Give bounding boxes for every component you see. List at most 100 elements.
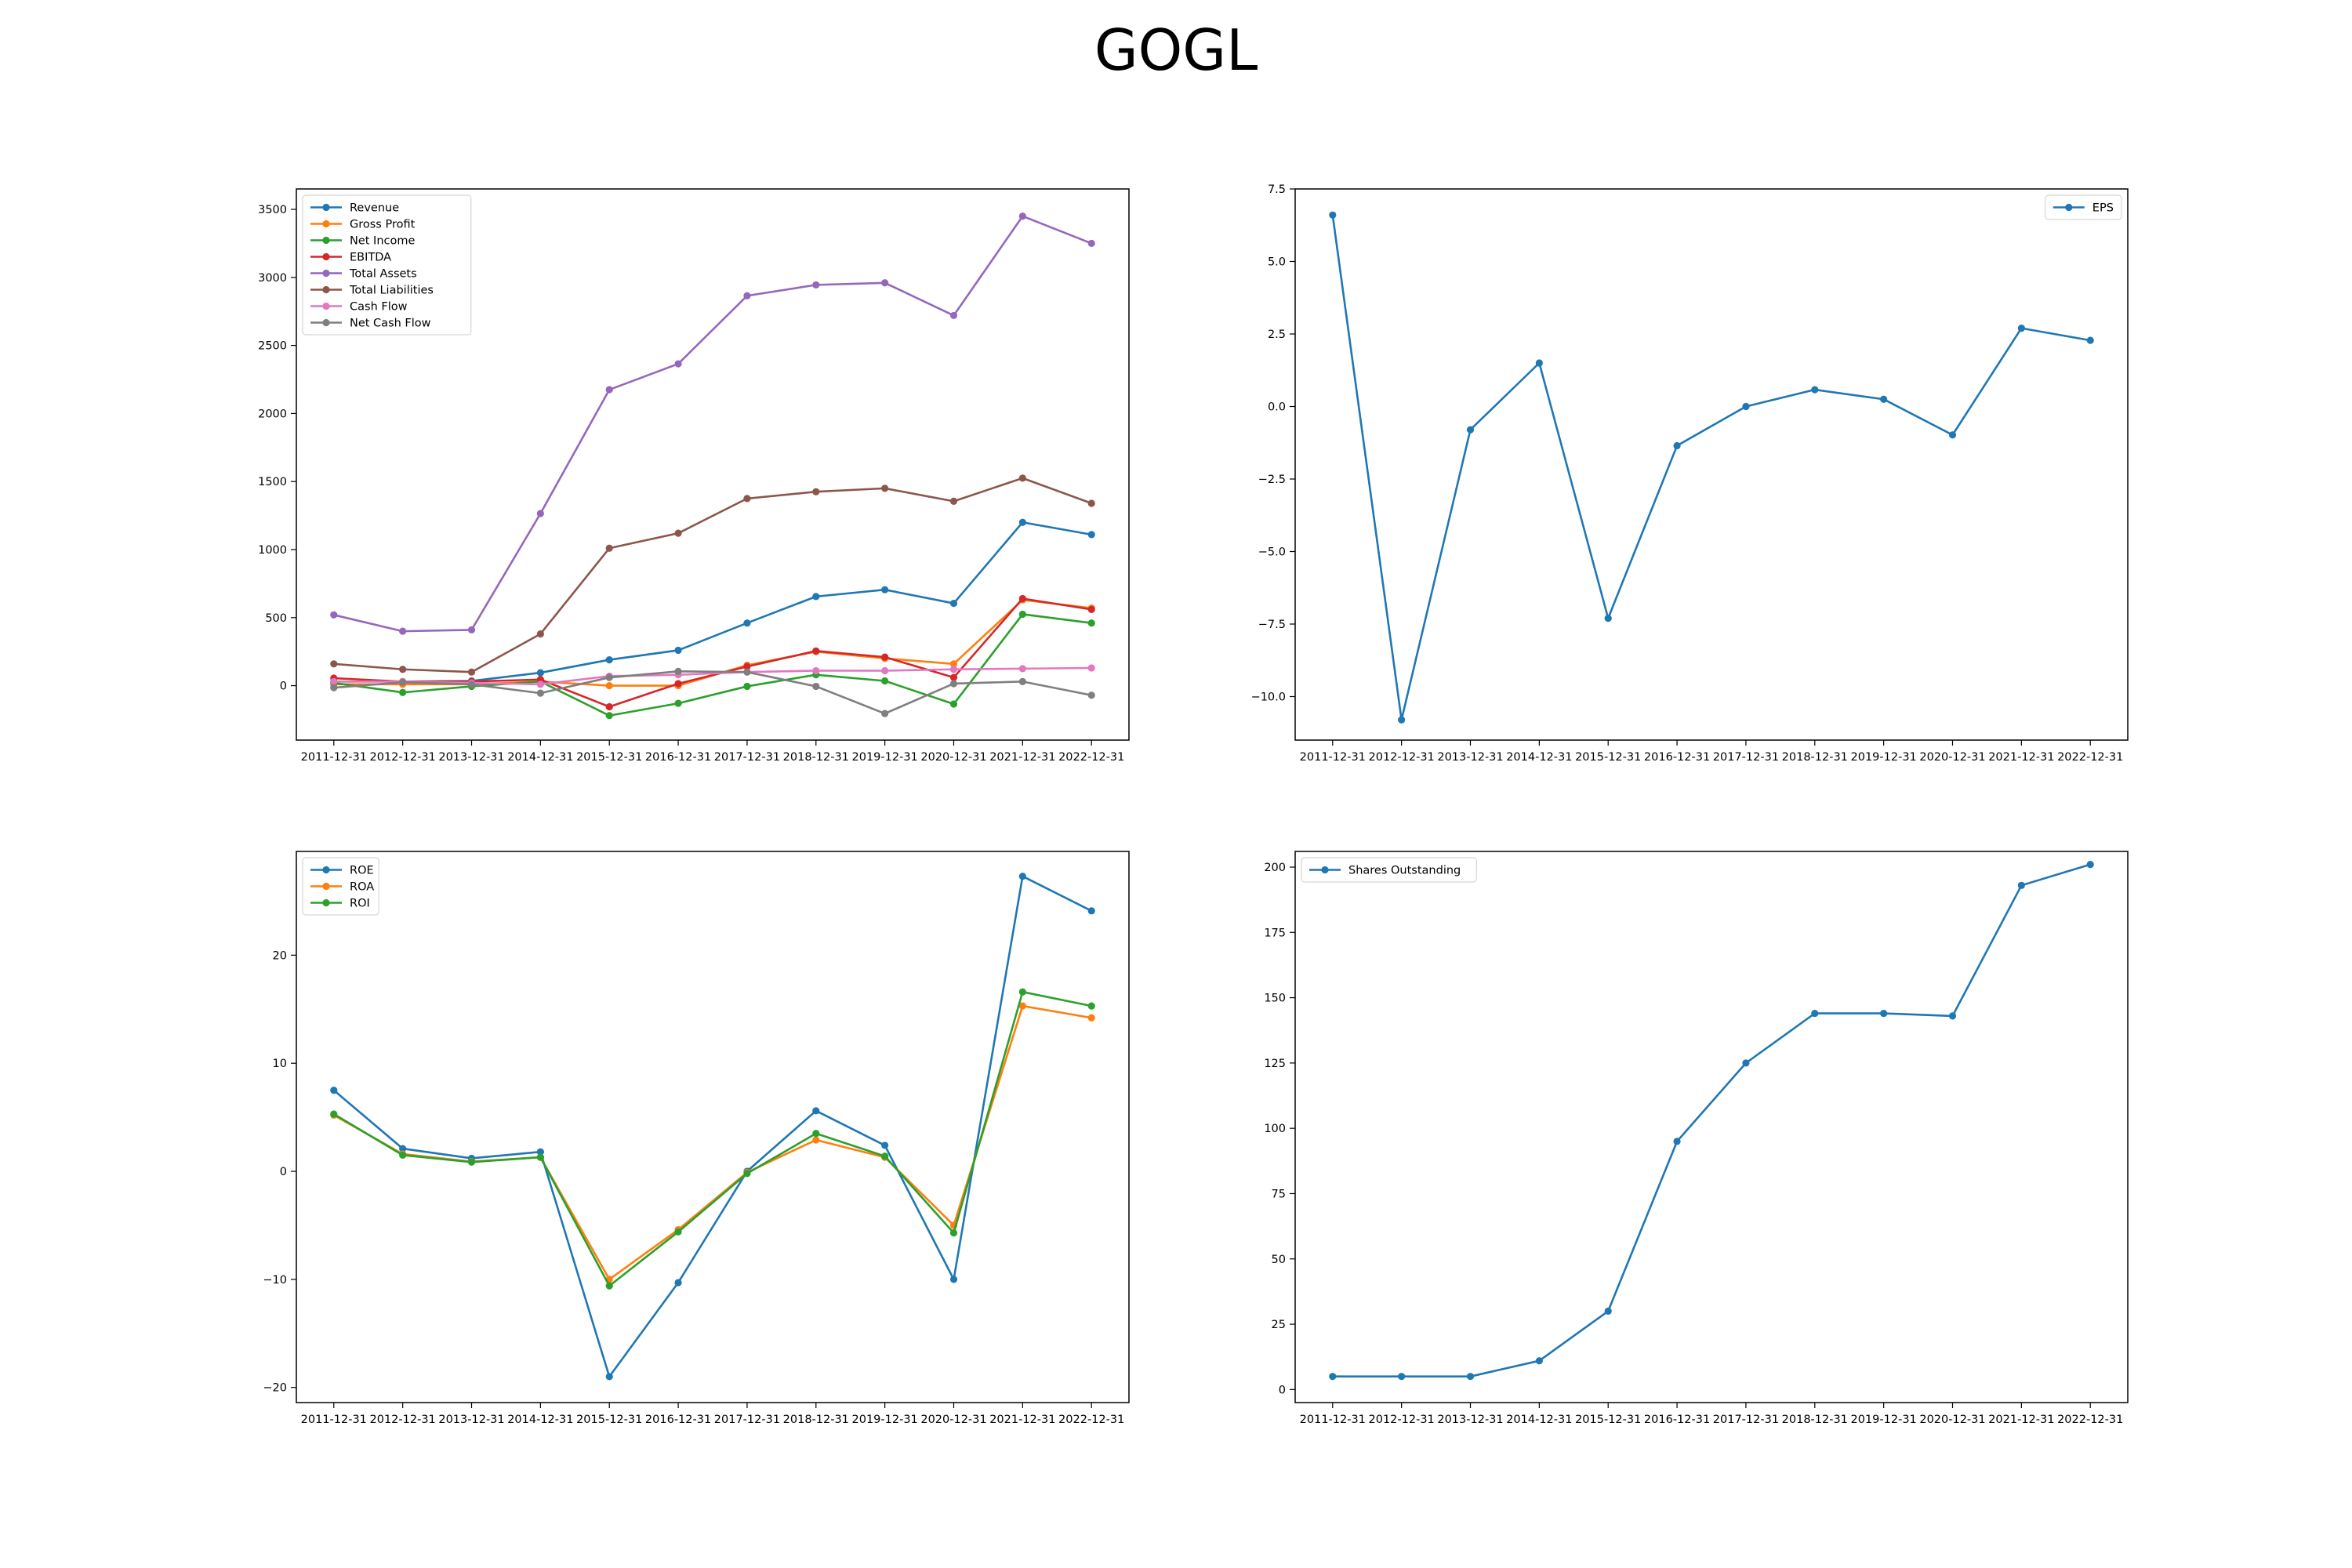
y-tick-label: 2500 bbox=[258, 340, 287, 353]
legend-label: ROA bbox=[350, 881, 374, 894]
data-point-shares-outstanding bbox=[1398, 1373, 1406, 1381]
data-point-net-income bbox=[674, 699, 682, 707]
subplot-financials: 2011-12-31 2012-12-31 2013-12-31 2014-12-31… bbox=[258, 188, 1130, 764]
y-tick-label: 10 bbox=[273, 1058, 287, 1070]
legend-label: Gross Profit bbox=[350, 219, 416, 231]
series-line-roe bbox=[332, 875, 1092, 1378]
axes-frame bbox=[296, 188, 1130, 741]
data-point-total-liabilities bbox=[881, 485, 889, 492]
data-point-roi bbox=[881, 1152, 889, 1160]
data-point-ebitda bbox=[1087, 605, 1095, 613]
data-point-roi bbox=[949, 1229, 958, 1237]
legend-swatch-marker bbox=[322, 220, 330, 228]
data-point-ebitda bbox=[1018, 594, 1026, 603]
data-point-total-assets bbox=[1018, 212, 1026, 220]
data-point-total-assets bbox=[949, 311, 958, 320]
legend-swatch-marker bbox=[322, 866, 330, 874]
x-tick-label: 2012-12-31 bbox=[1369, 751, 1435, 764]
data-point-net-cash-flow bbox=[467, 681, 476, 688]
data-point-roi bbox=[605, 1282, 613, 1290]
axes-frame bbox=[1294, 188, 2129, 741]
legend-box bbox=[302, 194, 472, 336]
series-line-revenue bbox=[333, 521, 1092, 683]
data-point-eps bbox=[1398, 716, 1406, 724]
y-tick-label: 2000 bbox=[258, 408, 287, 420]
data-point-net-cash-flow bbox=[536, 689, 544, 697]
legend-label: ROI bbox=[350, 898, 370, 910]
data-point-total-assets bbox=[743, 292, 751, 299]
legend-label: ROE bbox=[350, 865, 374, 877]
x-tick-label: 2018-12-31 bbox=[783, 751, 849, 764]
axes-frame bbox=[296, 851, 1130, 1403]
data-point-revenue bbox=[743, 619, 751, 627]
x-tick-label: 2016-12-31 bbox=[645, 1414, 711, 1426]
axes-frame bbox=[1294, 851, 2129, 1403]
data-point-roe bbox=[949, 1276, 958, 1283]
x-tick-label: 2018-12-31 bbox=[1782, 1414, 1848, 1426]
x-tick-label: 2014-12-31 bbox=[507, 1414, 573, 1426]
legend-swatch-marker bbox=[322, 318, 330, 327]
legend-box bbox=[1301, 857, 1477, 883]
data-point-roi bbox=[743, 1170, 751, 1178]
y-tick-label: 200 bbox=[1264, 862, 1286, 874]
legend-swatch-marker bbox=[322, 269, 330, 278]
y-tick-label: −5.0 bbox=[1258, 546, 1286, 559]
x-tick-label: 2021-12-31 bbox=[989, 751, 1055, 764]
data-point-total-liabilities bbox=[949, 497, 958, 505]
data-point-roe bbox=[536, 1148, 544, 1156]
data-point-total-liabilities bbox=[812, 488, 820, 495]
data-point-total-assets bbox=[330, 611, 338, 619]
data-point-eps bbox=[1742, 402, 1750, 411]
data-point-net-cash-flow bbox=[330, 684, 338, 691]
subplot-shares-outstanding: 2011-12-31 2012-12-31 2013-12-31 2014-12-31… bbox=[1264, 851, 2129, 1426]
data-point-shares-outstanding bbox=[1811, 1009, 1819, 1018]
data-point-roa bbox=[1087, 1014, 1095, 1022]
y-tick-label: −10.0 bbox=[1251, 691, 1286, 704]
series-line-eps bbox=[1331, 215, 2091, 721]
data-point-revenue bbox=[881, 586, 889, 593]
data-point-net-cash-flow bbox=[743, 668, 751, 676]
data-point-roe bbox=[330, 1087, 338, 1094]
data-point-total-liabilities bbox=[536, 630, 544, 638]
data-point-eps bbox=[1466, 426, 1475, 434]
legend-label: Total Liabilities bbox=[349, 285, 434, 297]
x-tick-label: 2017-12-31 bbox=[714, 751, 780, 764]
data-point-roe bbox=[674, 1279, 682, 1287]
data-point-net-cash-flow bbox=[949, 680, 958, 688]
data-point-ebitda bbox=[743, 662, 751, 670]
legend-label: Net Cash Flow bbox=[350, 318, 431, 330]
data-point-net-cash-flow bbox=[399, 678, 407, 686]
y-tick-label: −7.5 bbox=[1258, 619, 1286, 631]
y-tick-label: 0 bbox=[280, 1166, 287, 1178]
data-point-net-income bbox=[1087, 619, 1095, 627]
y-tick-label: 5.0 bbox=[1268, 256, 1286, 269]
data-point-cash-flow bbox=[1087, 664, 1095, 672]
x-tick-label: 2020-12-31 bbox=[1919, 1414, 1985, 1426]
legend-label: Shares Outstanding bbox=[1348, 865, 1461, 877]
legend-swatch-marker bbox=[322, 252, 330, 261]
series-line-roi bbox=[333, 990, 1092, 1287]
data-point-shares-outstanding bbox=[1880, 1009, 1888, 1018]
data-point-total-assets bbox=[536, 510, 544, 517]
y-tick-label: 100 bbox=[1264, 1123, 1286, 1135]
y-tick-label: 150 bbox=[1264, 993, 1286, 1005]
data-point-gross-profit bbox=[949, 660, 958, 668]
legend-swatch-marker bbox=[322, 302, 330, 310]
y-tick-label: 125 bbox=[1264, 1058, 1286, 1070]
x-tick-label: 2014-12-31 bbox=[1506, 1414, 1572, 1426]
legend-swatch-marker bbox=[322, 236, 330, 245]
data-point-cash-flow bbox=[949, 666, 958, 673]
x-tick-label: 2020-12-31 bbox=[920, 751, 986, 764]
data-point-revenue bbox=[1018, 518, 1026, 526]
data-point-net-income bbox=[881, 677, 889, 685]
data-point-roi bbox=[1087, 1002, 1095, 1010]
data-point-cash-flow bbox=[1018, 665, 1026, 673]
x-tick-label: 2014-12-31 bbox=[1506, 751, 1572, 764]
data-point-eps bbox=[1811, 386, 1819, 394]
y-tick-label: 50 bbox=[1272, 1254, 1286, 1266]
data-point-eps bbox=[1535, 359, 1543, 367]
legend-label: EPS bbox=[2092, 202, 2114, 215]
legend-label: Cash Flow bbox=[350, 301, 408, 314]
data-point-net-cash-flow bbox=[881, 710, 889, 717]
legend-swatch-marker bbox=[322, 285, 330, 294]
